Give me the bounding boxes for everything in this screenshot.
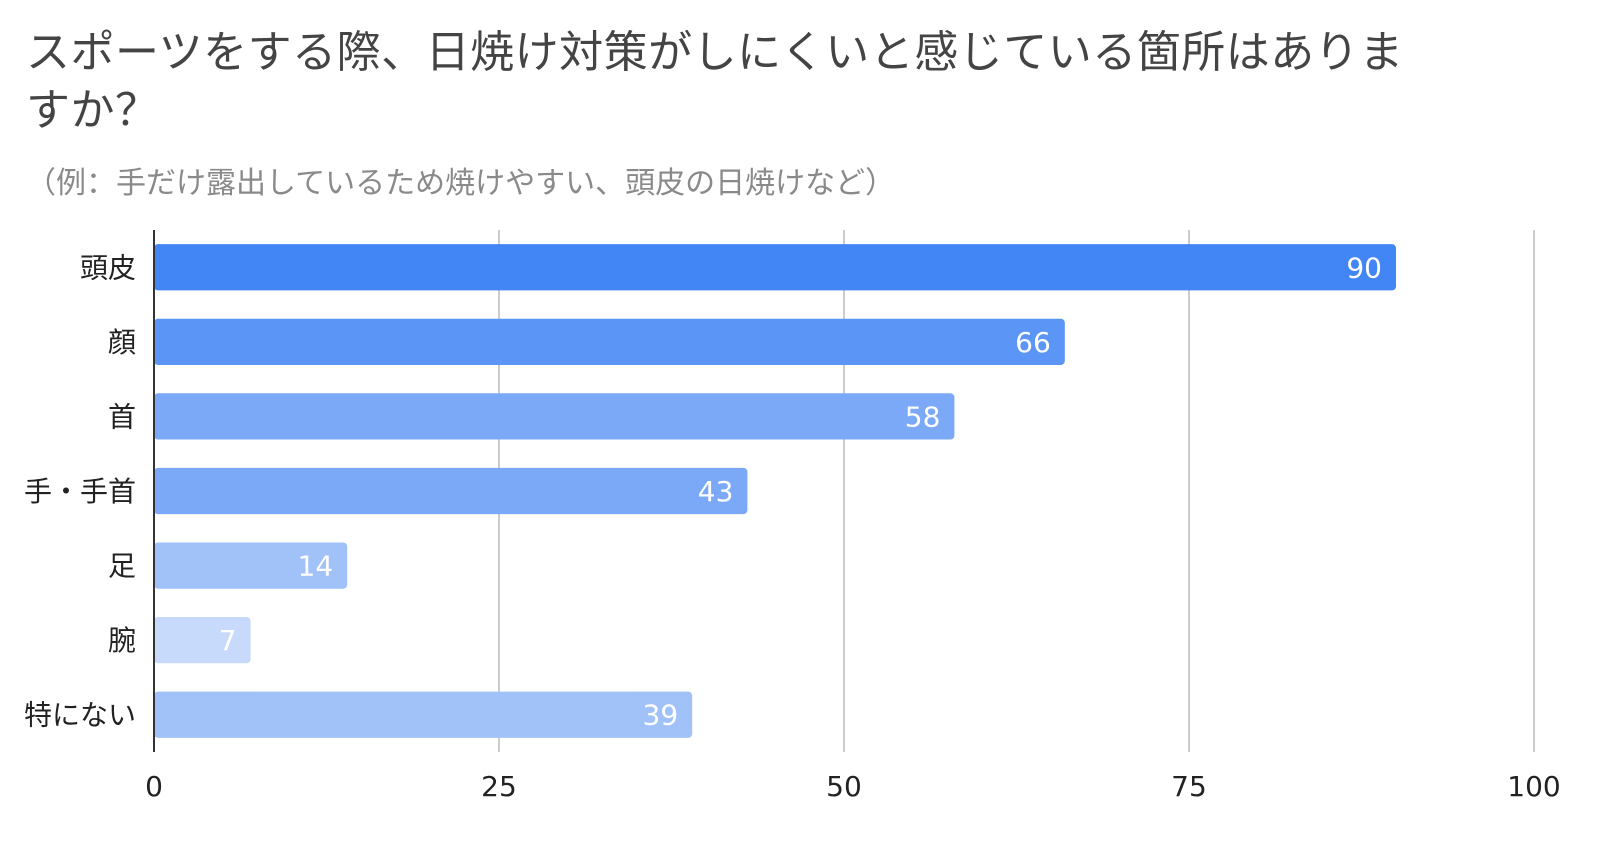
- bar-4: [154, 467, 748, 515]
- x-tick-label-100: 100: [1507, 770, 1560, 803]
- bar-5: [154, 542, 348, 589]
- x-tick-labels: 0 25 50 75 100: [145, 770, 1561, 803]
- bar-1: [154, 244, 1396, 291]
- category-label-4: 手・手首: [24, 475, 136, 508]
- data-label-2: 66: [1015, 326, 1051, 359]
- grid-lines: [498, 230, 1535, 752]
- x-tick-label-75: 75: [1171, 770, 1207, 803]
- data-label-4: 43: [698, 475, 734, 508]
- bars: [154, 244, 1396, 738]
- bar-6: [154, 617, 251, 664]
- chart-title: スポーツをする際、日焼け対策がしにくいと感じている箇所はありますか？: [26, 27, 1404, 136]
- x-tick-label-25: 25: [481, 770, 517, 803]
- data-label-5: 14: [298, 550, 334, 583]
- data-label-3: 58: [905, 400, 941, 433]
- category-label-5: 足: [108, 550, 136, 583]
- category-label-6: 腕: [108, 624, 136, 657]
- bar-2: [154, 318, 1065, 365]
- data-label-1: 90: [1346, 251, 1382, 284]
- bar-7: [154, 691, 693, 738]
- bar-3: [154, 393, 955, 440]
- data-label-7: 39: [643, 699, 679, 732]
- x-tick-label-50: 50: [826, 770, 862, 803]
- category-label-2: 顔: [108, 326, 136, 359]
- data-labels: 90 66 58 43 14 7 39: [219, 251, 1382, 731]
- chart-subtitle: （例：手だけ露出しているため焼けやすい、頭皮の日焼けなど）: [26, 166, 896, 201]
- category-label-7: 特にない: [24, 699, 136, 732]
- category-label-3: 首: [108, 400, 136, 433]
- category-label-1: 頭皮: [80, 251, 136, 284]
- data-label-6: 7: [219, 624, 237, 657]
- x-tick-label-0: 0: [145, 770, 163, 803]
